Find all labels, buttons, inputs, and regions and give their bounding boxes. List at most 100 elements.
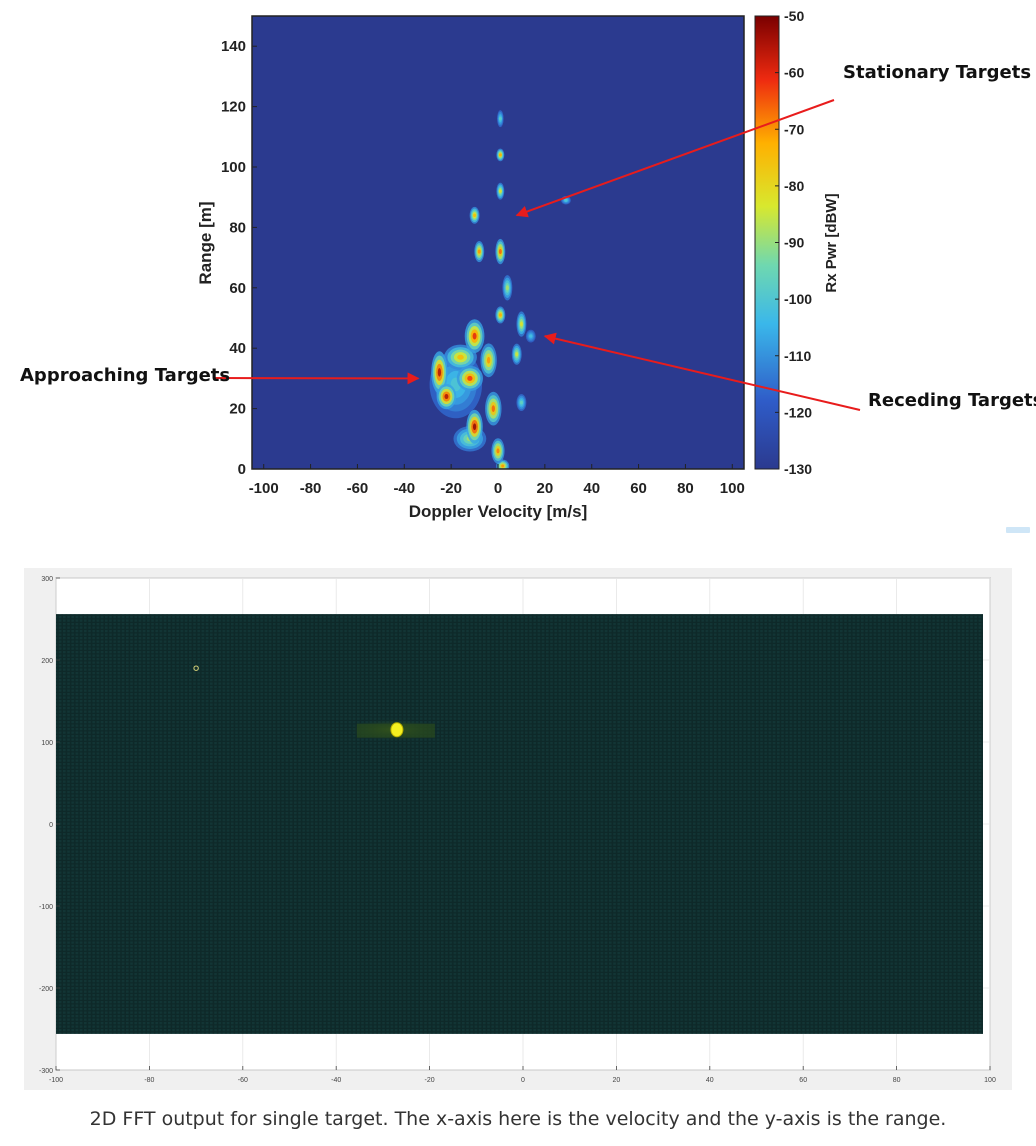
heatmap-cluster bbox=[456, 365, 484, 392]
heatmap-cluster bbox=[496, 148, 505, 162]
range-doppler-chart: -100 -80 -60 -40 -20 0 20 40 60 80 100 0 20 40 60 80 10… bbox=[20, 8, 1036, 521]
y-tick-label: 140 bbox=[221, 38, 246, 55]
y-tick-label: -100 bbox=[39, 904, 53, 911]
x-axis-ticks: -100 -80 -60 -40 -20 0 20 40 60 80 100 bbox=[249, 464, 745, 497]
colorbar-tick-label: -50 bbox=[784, 8, 804, 24]
y-tick-label: 120 bbox=[221, 99, 246, 116]
x-tick-label: 60 bbox=[799, 1077, 807, 1084]
heatmap-cell bbox=[491, 405, 495, 412]
y-tick-label: 80 bbox=[229, 219, 246, 236]
x-tick-label: 80 bbox=[677, 480, 694, 497]
heatmap-cluster bbox=[502, 275, 513, 301]
heatmap-cell bbox=[472, 423, 477, 431]
heatmap-cell bbox=[498, 313, 502, 317]
x-tick-label: 20 bbox=[613, 1077, 621, 1084]
x-tick-label: 0 bbox=[494, 480, 502, 497]
x-tick-label: 100 bbox=[984, 1077, 996, 1084]
colorbar-tick-label: -110 bbox=[784, 348, 811, 364]
annotation-arrow bbox=[543, 332, 861, 411]
y-tick-label: 100 bbox=[221, 159, 246, 176]
heatmap-cell bbox=[444, 393, 449, 400]
heatmap-cluster bbox=[466, 409, 483, 444]
peak-core bbox=[193, 665, 199, 671]
y-tick-label: 100 bbox=[41, 740, 53, 747]
heatmap-cluster bbox=[469, 206, 480, 224]
x-tick-label: 40 bbox=[706, 1077, 714, 1084]
heatmap-cell bbox=[467, 375, 473, 381]
heatmap-cell bbox=[529, 334, 533, 338]
x-tick-label: 80 bbox=[893, 1077, 901, 1084]
x-tick-label: -80 bbox=[144, 1077, 154, 1084]
heatmap-cluster bbox=[464, 319, 485, 354]
annotation-label: Approaching Targets bbox=[20, 365, 230, 386]
heatmap-cell bbox=[519, 400, 523, 405]
heatmap-cell bbox=[501, 464, 505, 468]
x-tick-label: -60 bbox=[347, 480, 369, 497]
annotation-arrow bbox=[515, 99, 835, 218]
y-tick-label: 0 bbox=[238, 461, 246, 478]
y-tick-label: 200 bbox=[41, 658, 53, 665]
x-axis-label: Doppler Velocity [m/s] bbox=[409, 502, 588, 521]
x-tick-label: 60 bbox=[630, 480, 647, 497]
y-tick-label: 300 bbox=[41, 576, 53, 583]
peak-core bbox=[390, 722, 404, 738]
heatmap-cells bbox=[429, 110, 571, 469]
fft-peak bbox=[193, 665, 199, 671]
y-tick-label: 60 bbox=[229, 280, 246, 297]
heatmap-cell bbox=[472, 332, 477, 340]
scroll-indicator bbox=[1006, 527, 1030, 533]
fft-peaks bbox=[193, 665, 437, 741]
heatmap-cluster bbox=[491, 438, 505, 464]
annotation-label: Receding Targets bbox=[868, 390, 1036, 411]
colorbar-tick-label: -130 bbox=[784, 461, 812, 477]
y-tick-label: -200 bbox=[39, 986, 53, 993]
heatmap-cluster bbox=[444, 344, 477, 370]
heatmap-cell bbox=[515, 352, 519, 357]
y-tick-label: 20 bbox=[229, 401, 246, 418]
heatmap-cell bbox=[498, 189, 502, 193]
x-tick-label: 100 bbox=[720, 480, 745, 497]
y-tick-label: 40 bbox=[229, 340, 246, 357]
heatmap-cell bbox=[498, 249, 502, 255]
colorbar-tick-label: -80 bbox=[784, 178, 804, 194]
annotation: Receding Targets bbox=[543, 332, 1036, 411]
annotation-label: Stationary Targets bbox=[843, 62, 1031, 83]
fft-peak bbox=[348, 718, 437, 741]
colorbar-tick-label: -120 bbox=[784, 404, 812, 420]
x-tick-label: -60 bbox=[238, 1077, 248, 1084]
annotations: Stationary Targets Approaching Targets Rec… bbox=[20, 62, 1036, 411]
heatmap-cell bbox=[505, 285, 509, 291]
heatmap-cell bbox=[564, 198, 568, 202]
x-tick-label: 20 bbox=[537, 480, 554, 497]
colorbar-tick-label: -100 bbox=[784, 291, 812, 307]
figure-caption: 2D FFT output for single target. The x-a… bbox=[89, 1108, 947, 1130]
y-tick-label: 0 bbox=[49, 822, 53, 829]
y-axis-ticks: 300 200 100 0 -100 -200 -300 bbox=[39, 576, 60, 1075]
x-axis-ticks: -100 -80 -60 -40 -20 0 20 40 60 80 100 bbox=[49, 1066, 996, 1084]
fft-surface bbox=[56, 614, 983, 1034]
heatmap-cluster bbox=[474, 240, 485, 263]
heatmap-cluster bbox=[497, 110, 504, 128]
heatmap-cell bbox=[498, 116, 502, 121]
heatmap-cell bbox=[473, 213, 477, 218]
y-axis-label: Range [m] bbox=[196, 201, 215, 284]
colorbar-ticks: -50 -60 -70 -80 -90 -100 -110 -120 -130 bbox=[775, 8, 812, 477]
x-tick-label: -80 bbox=[300, 480, 322, 497]
heatmap-cluster bbox=[480, 343, 497, 378]
y-axis-ticks: 0 20 40 60 80 100 120 140 bbox=[221, 38, 257, 478]
colorbar bbox=[754, 15, 780, 470]
colorbar-tick-label: -70 bbox=[784, 121, 804, 137]
fft-2d-chart: -100 -80 -60 -40 -20 0 20 40 60 80 100 3002001000-… bbox=[24, 568, 1012, 1090]
heatmap-cell bbox=[477, 249, 481, 254]
heatmap-cluster bbox=[496, 182, 505, 200]
heatmap-cluster bbox=[436, 383, 457, 410]
x-tick-label: -40 bbox=[393, 480, 415, 497]
colorbar-label: Rx Pwr [dBW] bbox=[823, 193, 840, 292]
heatmap-cell bbox=[486, 356, 491, 364]
heatmap-cluster bbox=[485, 391, 502, 426]
annotation: Stationary Targets bbox=[515, 62, 1031, 218]
heatmap-cell bbox=[437, 368, 442, 377]
heatmap-cell bbox=[498, 153, 502, 157]
x-tick-label: -100 bbox=[49, 1077, 63, 1084]
heatmap-cluster bbox=[525, 329, 536, 343]
